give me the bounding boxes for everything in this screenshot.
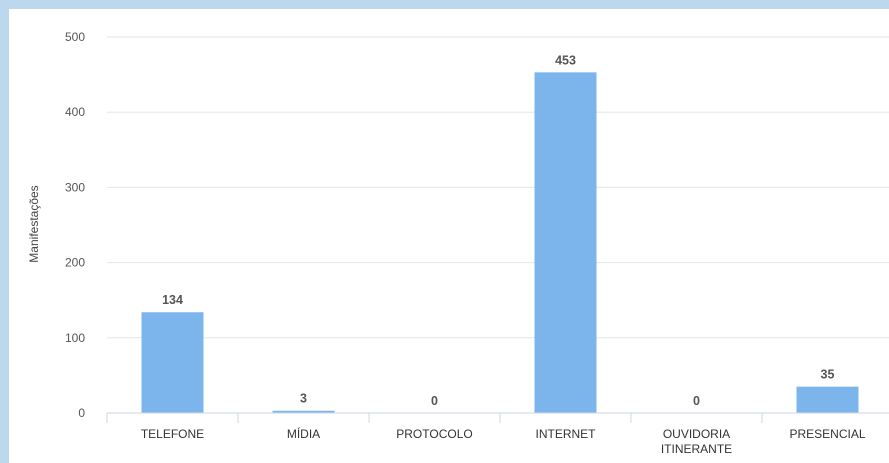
data-label: 134 [162,293,183,307]
bar [534,72,597,414]
y-axis-ticks: 0 100 200 300 400 500 [65,30,85,420]
bar [141,312,204,413]
y-tick-label: 0 [78,406,85,420]
y-tick-label: 300 [65,180,85,194]
data-label: 0 [693,394,700,408]
y-tick-label: 200 [65,256,85,270]
x-tick-label: PRESENCIAL [789,427,865,441]
data-labels: 134 3 0 453 0 35 [162,53,834,408]
x-tick-label: OUVIDORIA [663,427,730,441]
x-tick-label: MÍDIA [287,426,320,441]
x-tick-label: TELEFONE [141,427,204,441]
bars [141,72,859,414]
x-tick-label: ITINERANTE [661,442,732,456]
y-tick-label: 400 [65,105,85,119]
data-label: 453 [555,53,576,67]
y-tick-label: 100 [65,331,85,345]
x-tick-label: PROTOCOLO [396,427,472,441]
bar [796,386,859,413]
data-label: 0 [431,394,438,408]
gridlines [107,36,889,339]
data-label: 35 [821,368,835,382]
bar [272,410,335,413]
data-label: 3 [300,392,307,406]
x-axis: TELEFONE MÍDIA PROTOCOLO INTERNET OUVIDORIAI… [106,412,889,456]
y-axis-label: Manifestações [27,185,41,262]
y-tick-label: 500 [65,30,85,44]
x-tick-label: INTERNET [536,427,597,441]
